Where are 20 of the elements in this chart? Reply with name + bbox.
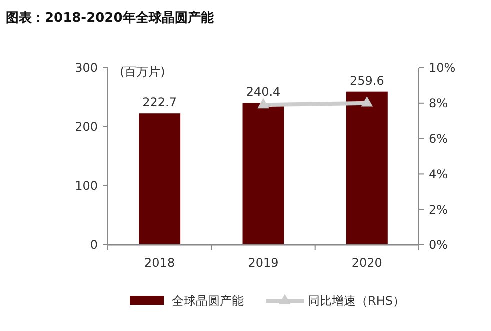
data-label: 259.6	[350, 74, 384, 88]
legend-label: 同比增速（RHS）	[308, 294, 405, 308]
data-label: 240.4	[246, 85, 281, 100]
chart-title: 图表：2018-2020年全球晶圆产能	[6, 10, 215, 26]
y2-tick-label: 8%	[429, 96, 448, 111]
y2-tick-label: 10%	[429, 61, 456, 76]
x-tick-label: 2018	[144, 256, 176, 270]
y-tick-label: 300	[75, 61, 98, 76]
y2-tick-label: 2%	[429, 202, 448, 217]
y2-tick-label: 0%	[429, 238, 448, 252]
y-tick-label: 0	[90, 238, 98, 252]
y-tick-label: 200	[75, 120, 98, 134]
x-tick-label: 2019	[248, 256, 279, 270]
y-axis-title: (百万片)	[120, 65, 166, 79]
legend-label: 全球晶圆产能	[172, 294, 244, 308]
data-label: 222.7	[142, 96, 178, 110]
y2-tick-label: 4%	[429, 167, 448, 182]
y-tick-label: 100	[75, 179, 98, 194]
x-tick-label: 2020	[352, 256, 382, 270]
y2-tick-label: 6%	[429, 132, 448, 146]
